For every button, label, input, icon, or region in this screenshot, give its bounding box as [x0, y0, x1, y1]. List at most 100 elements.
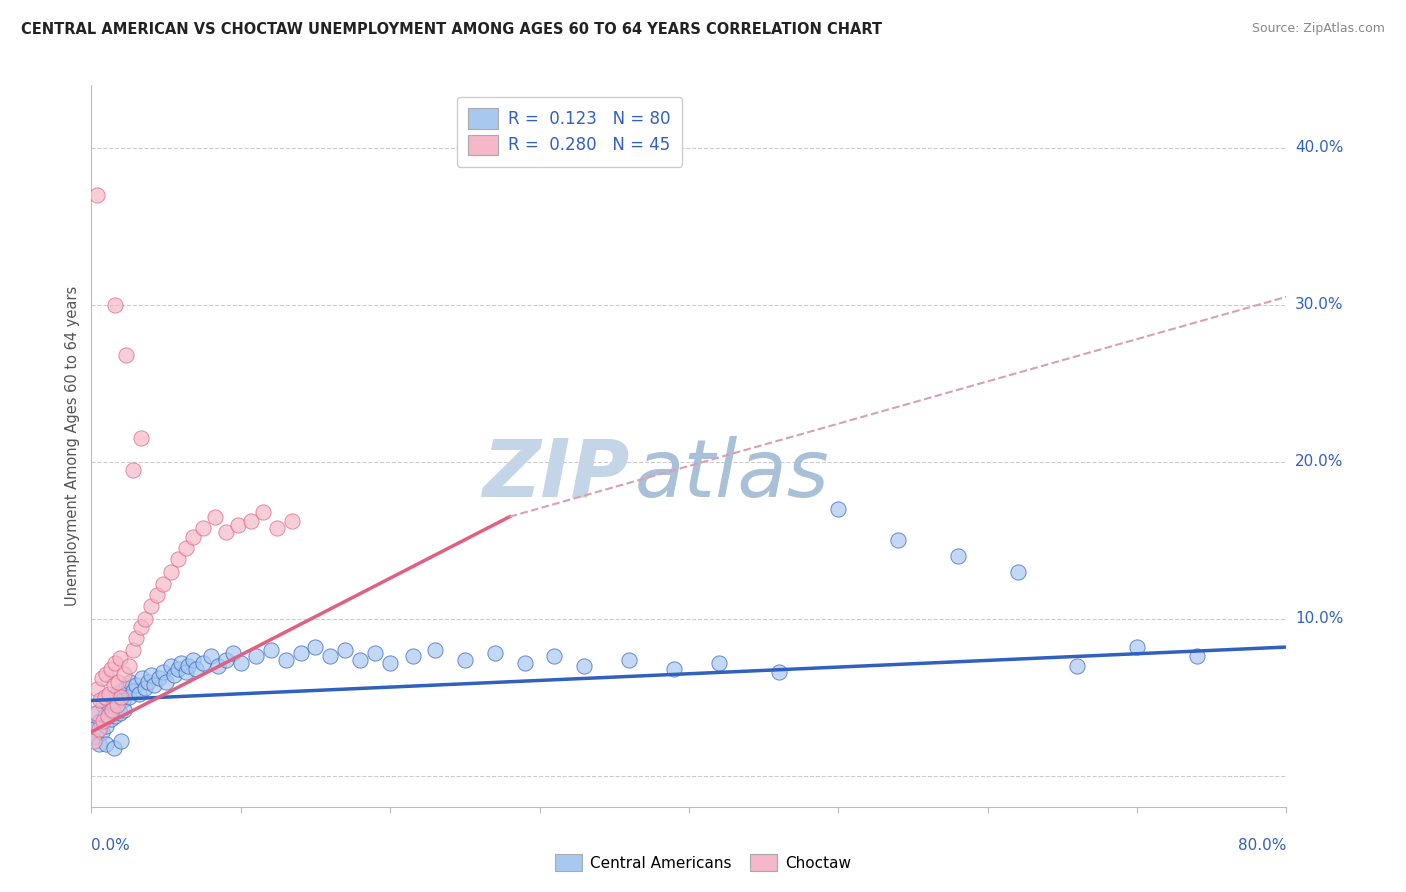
Point — [174, 665, 197, 680]
Point — [181, 652, 204, 666]
Point — [167, 552, 190, 566]
Point — [148, 672, 170, 686]
Point — [707, 656, 730, 670]
Point — [122, 643, 145, 657]
Point — [96, 718, 118, 732]
Point — [86, 682, 108, 697]
Point — [887, 533, 910, 548]
Point — [134, 612, 156, 626]
Legend: R =  0.123   N = 80, R =  0.280   N = 45: R = 0.123 N = 80, R = 0.280 N = 45 — [457, 96, 682, 167]
Point — [662, 662, 685, 676]
Text: ZIP: ZIP — [482, 436, 630, 514]
Point — [335, 643, 357, 657]
Text: atlas: atlas — [636, 436, 830, 514]
Point — [87, 722, 110, 736]
Point — [946, 549, 969, 563]
Point — [204, 509, 226, 524]
Point — [94, 690, 117, 705]
Point — [152, 577, 174, 591]
Point — [125, 678, 148, 692]
Point — [177, 659, 200, 673]
Point — [174, 541, 197, 555]
Point — [86, 187, 108, 202]
Point — [162, 668, 184, 682]
Point — [105, 687, 128, 701]
Point — [245, 649, 267, 664]
Legend: Central Americans, Choctaw: Central Americans, Choctaw — [548, 848, 858, 877]
Point — [207, 659, 229, 673]
Point — [87, 738, 110, 752]
Point — [94, 709, 117, 723]
Point — [215, 525, 238, 540]
Point — [122, 462, 145, 476]
Point — [103, 678, 125, 692]
Point — [319, 649, 342, 664]
Text: 80.0%: 80.0% — [1239, 838, 1286, 853]
Text: 40.0%: 40.0% — [1295, 140, 1343, 155]
Point — [226, 517, 249, 532]
Point — [266, 521, 288, 535]
Point — [193, 656, 215, 670]
Text: 30.0%: 30.0% — [1295, 297, 1343, 312]
Point — [107, 674, 129, 689]
Point — [103, 699, 125, 714]
Point — [90, 724, 112, 739]
Point — [364, 646, 387, 660]
Point — [349, 652, 371, 666]
Point — [768, 665, 790, 680]
Point — [259, 643, 281, 657]
Point — [86, 706, 108, 720]
Text: 0.0%: 0.0% — [91, 838, 131, 853]
Point — [98, 687, 121, 701]
Point — [111, 693, 134, 707]
Point — [159, 565, 181, 579]
Point — [97, 709, 120, 723]
Point — [193, 521, 215, 535]
Point — [1066, 659, 1088, 673]
Point — [280, 515, 302, 529]
Point — [543, 649, 565, 664]
Point — [90, 672, 112, 686]
Point — [104, 656, 127, 670]
Text: Source: ZipAtlas.com: Source: ZipAtlas.com — [1251, 22, 1385, 36]
Point — [118, 690, 141, 705]
Point — [1126, 640, 1149, 654]
Point — [252, 505, 274, 519]
Point — [215, 652, 238, 666]
Text: 10.0%: 10.0% — [1295, 611, 1343, 626]
Point — [108, 651, 131, 665]
Point — [170, 656, 193, 670]
Point — [96, 738, 118, 752]
Point — [380, 656, 402, 670]
Point — [93, 714, 115, 728]
Point — [101, 690, 124, 705]
Point — [97, 693, 120, 707]
Point — [83, 734, 105, 748]
Point — [83, 722, 105, 736]
Point — [103, 740, 125, 755]
Point — [101, 703, 124, 717]
Point — [574, 659, 596, 673]
Point — [513, 656, 536, 670]
Point — [141, 668, 163, 682]
Point — [122, 684, 145, 698]
Point — [134, 681, 156, 695]
Point — [155, 674, 177, 689]
Point — [120, 674, 142, 689]
Point — [240, 515, 263, 529]
Point — [827, 501, 849, 516]
Point — [484, 646, 506, 660]
Point — [619, 652, 641, 666]
Point — [304, 640, 326, 654]
Point — [89, 714, 111, 728]
Point — [401, 649, 423, 664]
Text: CENTRAL AMERICAN VS CHOCTAW UNEMPLOYMENT AMONG AGES 60 TO 64 YEARS CORRELATION C: CENTRAL AMERICAN VS CHOCTAW UNEMPLOYMENT… — [21, 22, 882, 37]
Point — [104, 709, 127, 723]
Point — [105, 698, 128, 713]
Point — [84, 730, 107, 744]
Point — [200, 649, 222, 664]
Point — [1007, 565, 1029, 579]
Point — [141, 599, 163, 614]
Point — [143, 678, 166, 692]
Point — [136, 674, 159, 689]
